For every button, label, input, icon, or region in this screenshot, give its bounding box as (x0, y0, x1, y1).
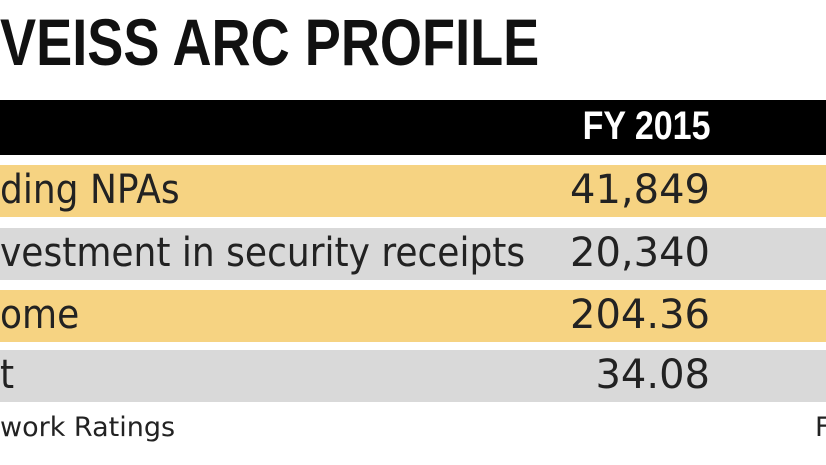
label-cell: ding NPAs (0, 167, 180, 213)
table-header: FY 2015 (0, 100, 826, 155)
table-row: vestment in security receipts 20,340 (0, 228, 826, 280)
footer-right: F (815, 412, 826, 443)
header-cell: FY 2015 (582, 104, 710, 148)
value-cell: 204.36 (570, 292, 710, 338)
table-row: t 34.08 (0, 350, 826, 402)
table-row: ome 204.36 (0, 290, 826, 342)
title: VEISS ARC PROFILE (0, 5, 540, 79)
label-cell: t (0, 352, 15, 398)
label-cell: ome (0, 292, 80, 338)
source-note: work Ratings (0, 412, 176, 443)
label-cell: vestment in security receipts (0, 230, 526, 276)
value-cell: 34.08 (595, 352, 710, 398)
value-cell: 41,849 (570, 167, 710, 213)
value-cell: 20,340 (570, 230, 710, 276)
table-row: ding NPAs 41,849 (0, 165, 826, 217)
